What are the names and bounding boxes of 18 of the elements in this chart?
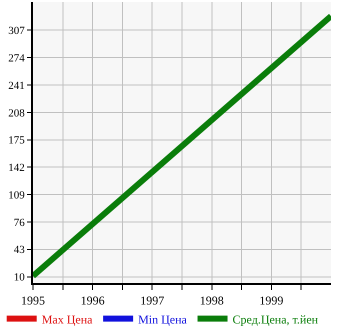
x-tick-label: 1995	[21, 293, 45, 308]
y-tick-label: 109	[8, 189, 26, 202]
y-tick-label: 274	[8, 52, 26, 64]
legend-label: Max Цена	[42, 312, 94, 326]
x-tick-label: 1999	[259, 293, 284, 308]
y-tick-label: 43	[14, 244, 26, 256]
y-tick-label: 142	[8, 162, 25, 174]
legend-label: Min Цена	[138, 312, 188, 326]
x-tick-label: 1996	[80, 293, 105, 308]
y-tick-label: 76	[14, 216, 26, 229]
y-tick-label: 241	[8, 80, 25, 92]
x-tick-label: 1997	[140, 293, 164, 308]
y-tick-label: 175	[8, 134, 26, 147]
legend-label: Сред.Цена, т.йен	[232, 312, 319, 326]
y-tick-label: 10	[14, 272, 26, 284]
y-tick-label: 307	[8, 25, 26, 38]
y-tick-label: 208	[8, 107, 26, 120]
x-tick-label: 1998	[200, 293, 224, 308]
